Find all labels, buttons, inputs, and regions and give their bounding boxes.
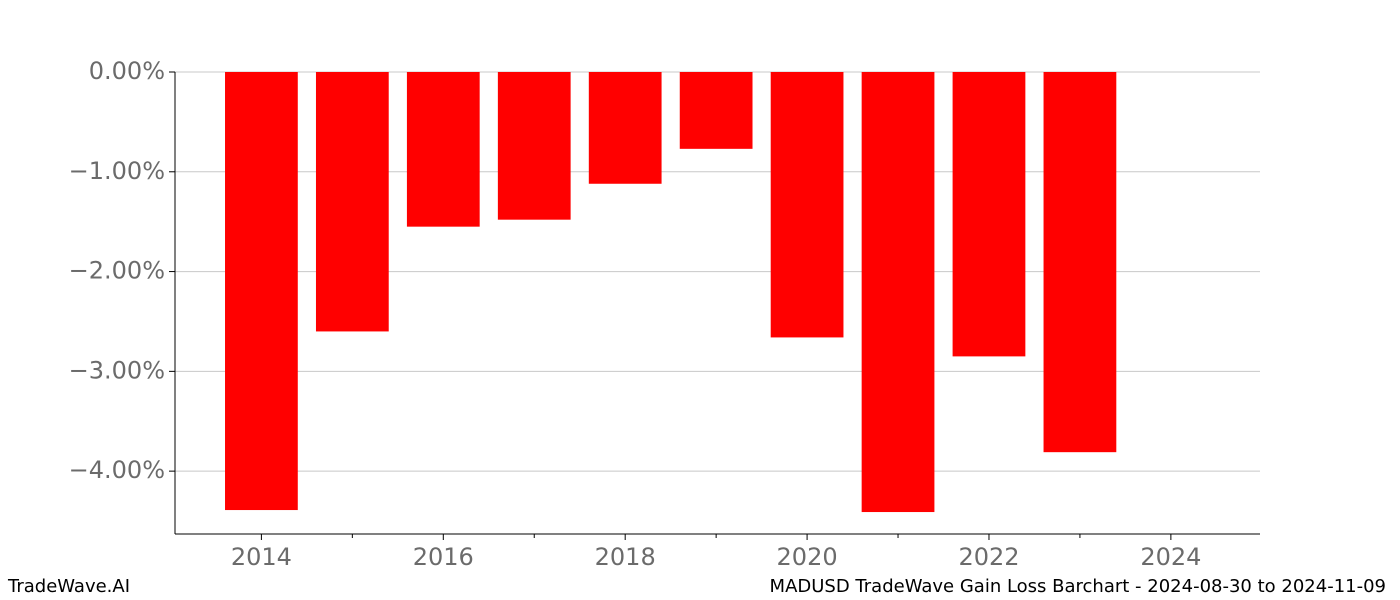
- y-tick-label: −2.00%: [69, 257, 165, 285]
- bar: [588, 72, 662, 184]
- source-label: TradeWave.AI: [7, 576, 130, 597]
- bar: [225, 72, 298, 511]
- bar: [770, 72, 844, 338]
- bar: [952, 72, 1026, 357]
- x-tick-label: 2020: [777, 543, 838, 571]
- x-tick-label: 2018: [595, 543, 656, 571]
- bar: [497, 72, 571, 220]
- x-tick-label: 2024: [1140, 543, 1201, 571]
- y-tick-label: 0.00%: [89, 57, 165, 85]
- chart-title: MADUSD TradeWave Gain Loss Barchart - 20…: [770, 576, 1386, 597]
- bar: [679, 72, 753, 149]
- bar: [861, 72, 935, 513]
- x-tick-label: 2016: [413, 543, 474, 571]
- bar: [406, 72, 480, 227]
- bar: [1043, 72, 1117, 453]
- y-tick-label: −4.00%: [69, 456, 165, 484]
- bar: [315, 72, 389, 332]
- x-tick-label: 2014: [231, 543, 292, 571]
- x-tick-label: 2022: [958, 543, 1019, 571]
- y-tick-label: −1.00%: [69, 157, 165, 185]
- y-tick-label: −3.00%: [69, 356, 165, 384]
